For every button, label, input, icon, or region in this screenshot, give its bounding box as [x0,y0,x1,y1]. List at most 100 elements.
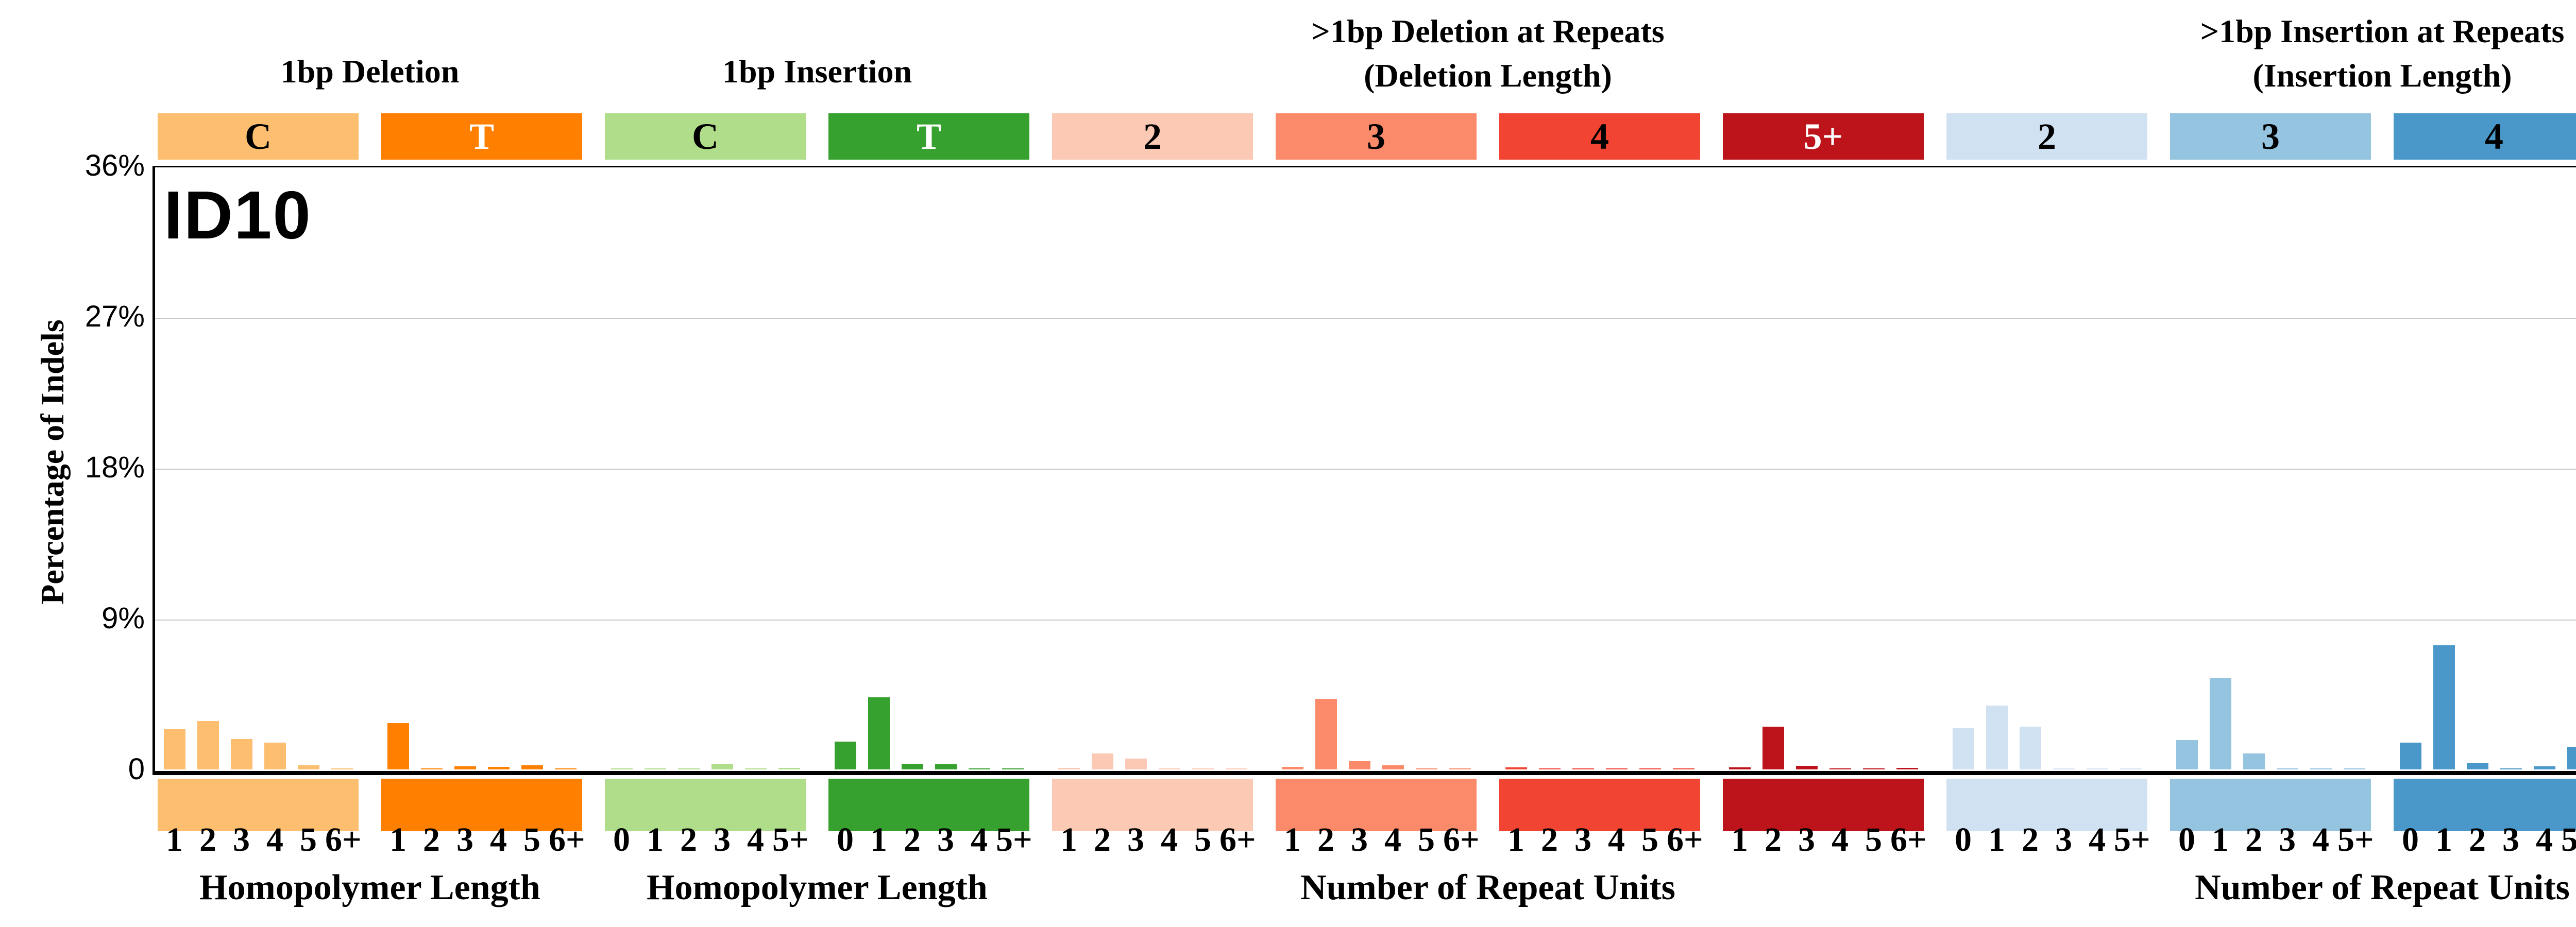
bar [2053,768,2075,769]
section-header-box: 4 [1499,113,1700,160]
bar [521,765,543,769]
x-tick-label: 2 [1541,821,1558,859]
bar [555,768,577,769]
bar [1349,761,1370,769]
x-tick-label: 3 [714,821,731,859]
bar [421,768,443,769]
bar [2243,753,2265,769]
bar [1673,768,1694,769]
bar [969,768,990,769]
x-tick-label: 3 [1351,821,1368,859]
bar [1896,768,1918,769]
bar [835,742,856,769]
x-tick-label: 3 [233,821,250,859]
x-tick-label: 2 [423,821,440,859]
x-tick-label: 5 [300,821,317,859]
bar [1416,768,1437,769]
section-header-box: 3 [1276,113,1477,160]
x-tick-label: 0 [837,821,854,859]
section-header-box: 3 [2170,113,2371,160]
x-tick-label: 5+ [2561,821,2576,859]
x-tick-label: 2 [2022,821,2039,859]
bar [2176,740,2198,769]
x-tick-label: 2 [2245,821,2262,859]
bar [2400,743,2421,769]
section-footer-strip [1499,779,1700,831]
x-axis-group-label: Homopolymer Length [647,868,988,907]
x-tick-label: 1 [1731,821,1748,859]
bar [1762,727,1784,769]
bar [711,764,733,769]
x-tick-label: 1 [166,821,183,859]
bar [2467,763,2488,769]
x-tick-label: 5 [1194,821,1211,859]
bar [1863,768,1885,769]
x-tick-label: 2 [904,821,921,859]
bar [197,721,219,769]
group-title: 1bp Insertion [722,53,912,90]
y-tick-label: 27% [84,300,145,333]
group-title: >1bp Deletion at Repeats (Deletion Lengt… [1311,13,1665,94]
bar [1449,768,1471,769]
bar [2433,645,2455,769]
x-tick-label: 4 [490,821,507,859]
section-header-box: 2 [1052,113,1253,160]
bar [645,768,666,769]
x-tick-label: 5 [1418,821,1435,859]
bar [2567,747,2576,769]
bar [1729,767,1751,769]
x-tick-label: 3 [1574,821,1591,859]
bar [1315,699,1337,769]
bar [1058,768,1080,769]
x-tick-label: 5 [523,821,540,859]
section-header-box: 2 [1946,113,2147,160]
bar [678,768,700,769]
section-footer-strip [1276,779,1477,831]
bar [2344,768,2365,769]
group-title: 1bp Deletion [280,53,460,90]
x-tick-label: 5+ [772,821,809,859]
x-tick-label: 2 [2469,821,2486,859]
section-footer-strip [1052,779,1253,831]
bar [1953,728,1974,769]
bar [1505,767,1527,769]
x-tick-label: 0 [613,821,630,859]
x-tick-label: 1 [1284,821,1301,859]
bar [1639,768,1661,769]
x-tick-label: 3 [2502,821,2519,859]
x-tick-label: 1 [2435,821,2452,859]
bar [264,743,286,769]
x-tick-label: 3 [2279,821,2296,859]
bar [2020,727,2041,769]
bar [331,768,353,769]
bar [778,768,800,769]
bar [298,765,319,769]
bar [2310,768,2332,769]
x-tick-label: 5+ [2114,821,2150,859]
bar [745,768,767,769]
x-tick-label: 4 [2089,821,2106,859]
section-footer-strip [381,779,582,831]
section-header-box: T [828,113,1029,160]
bar [1092,753,1113,769]
x-tick-label: 6+ [1667,821,1703,859]
section-footer-strip [605,779,806,831]
x-tick-label: 6+ [549,821,585,859]
y-tick-label: 36% [84,149,145,182]
bar [1125,759,1147,769]
x-tick-label: 2 [1317,821,1334,859]
bar [1382,765,1404,769]
sample-title: ID10 [164,177,312,253]
x-tick-label: 6+ [1443,821,1480,859]
x-tick-label: 1 [870,821,887,859]
bar [1829,768,1851,769]
section-footer-strip [1723,779,1924,831]
x-tick-label: 4 [266,821,283,859]
x-tick-label: 2 [1765,821,1782,859]
x-tick-label: 1 [1507,821,1524,859]
plot-area [152,166,2576,775]
bar [1572,768,1594,769]
bar [868,697,890,769]
x-tick-label: 4 [1384,821,1401,859]
